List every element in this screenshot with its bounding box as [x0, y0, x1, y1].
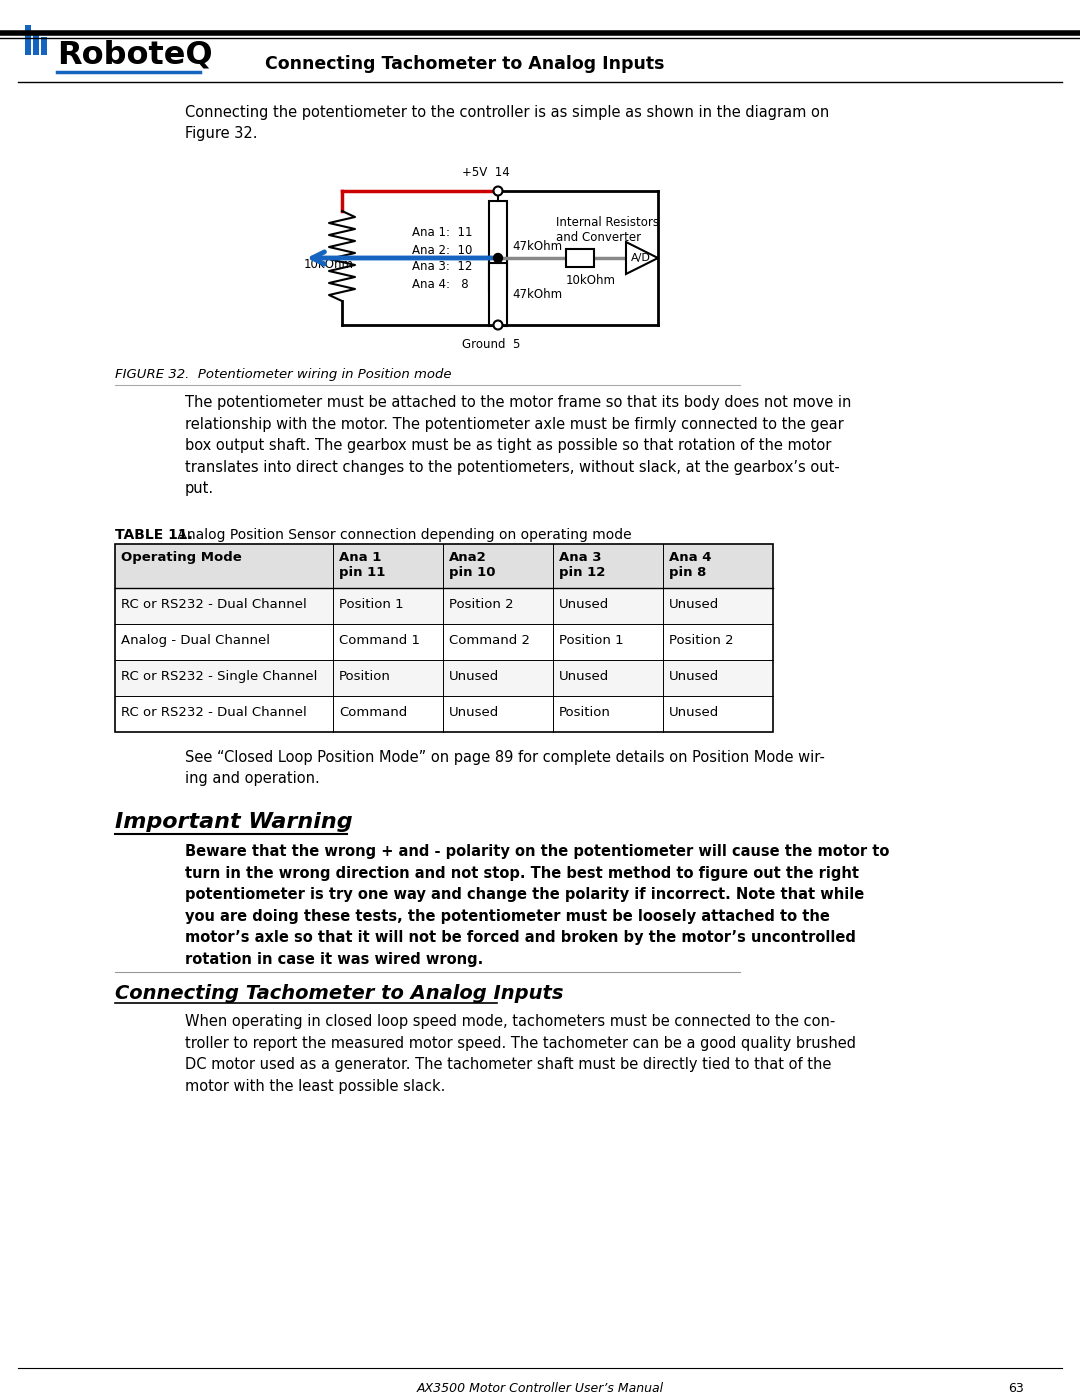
Text: 47kOhm: 47kOhm [512, 239, 562, 253]
Text: Command 2: Command 2 [449, 634, 530, 647]
Bar [25, 25, 30, 54]
Text: TABLE 11.: TABLE 11. [114, 528, 193, 542]
Text: Beware that the wrong + and - polarity on the potentiometer will cause the motor: Beware that the wrong + and - polarity o… [185, 844, 889, 967]
Text: Connecting Tachometer to Analog Inputs: Connecting Tachometer to Analog Inputs [265, 54, 664, 73]
Text: RC or RS232 - Single Channel: RC or RS232 - Single Channel [121, 671, 318, 683]
Polygon shape [626, 242, 658, 274]
Text: Unused: Unused [559, 671, 609, 683]
Text: Ground  5: Ground 5 [462, 338, 521, 351]
Text: pin 12: pin 12 [559, 566, 606, 578]
Text: pin 11: pin 11 [339, 566, 386, 578]
Text: Unused: Unused [669, 705, 719, 719]
Text: A/D: A/D [631, 253, 651, 263]
Bar [33, 31, 39, 54]
Text: AX3500 Motor Controller User’s Manual: AX3500 Motor Controller User’s Manual [417, 1382, 663, 1396]
Bar [114, 543, 773, 588]
Text: 63: 63 [1008, 1382, 1024, 1396]
Text: The potentiometer must be attached to the motor frame so that its body does not : The potentiometer must be attached to th… [185, 395, 851, 496]
Bar [41, 36, 46, 54]
Text: Position: Position [339, 671, 391, 683]
Text: Connecting Tachometer to Analog Inputs: Connecting Tachometer to Analog Inputs [114, 983, 564, 1003]
Text: Unused: Unused [449, 671, 499, 683]
Text: Ana 3: Ana 3 [559, 550, 602, 564]
Text: RoboteQ: RoboteQ [57, 39, 213, 70]
Text: Unused: Unused [559, 598, 609, 610]
Bar [114, 696, 773, 732]
Text: Position 1: Position 1 [339, 598, 404, 610]
Text: Unused: Unused [669, 671, 719, 683]
Text: Analog Position Sensor connection depending on operating mode: Analog Position Sensor connection depend… [173, 528, 632, 542]
Bar [489, 201, 507, 291]
Text: Ana2: Ana2 [449, 550, 487, 564]
Text: RC or RS232 - Dual Channel: RC or RS232 - Dual Channel [121, 705, 307, 719]
Text: Command 1: Command 1 [339, 634, 420, 647]
Text: When operating in closed loop speed mode, tachometers must be connected to the c: When operating in closed loop speed mode… [185, 1014, 856, 1094]
Text: Ana 1: Ana 1 [339, 550, 381, 564]
Text: Important Warning: Important Warning [114, 812, 353, 833]
Text: RC or RS232 - Dual Channel: RC or RS232 - Dual Channel [121, 598, 307, 610]
Text: Ana 4: Ana 4 [669, 550, 712, 564]
Text: Ana 3:  12: Ana 3: 12 [411, 260, 472, 274]
Text: Position: Position [559, 705, 611, 719]
Text: Position 2: Position 2 [449, 598, 514, 610]
Text: Position 1: Position 1 [559, 634, 623, 647]
Text: Internal Resistors: Internal Resistors [556, 217, 659, 229]
Text: Position 2: Position 2 [669, 634, 733, 647]
Circle shape [494, 253, 502, 263]
Text: 47kOhm: 47kOhm [512, 288, 562, 300]
Text: and Converter: and Converter [556, 231, 642, 244]
Text: See “Closed Loop Position Mode” on page 89 for complete details on Position Mode: See “Closed Loop Position Mode” on page … [185, 750, 825, 787]
Bar [114, 659, 773, 696]
Text: Analog - Dual Channel: Analog - Dual Channel [121, 634, 270, 647]
Bar [114, 543, 773, 732]
Text: Ana 2:  10: Ana 2: 10 [411, 243, 472, 257]
Text: Command: Command [339, 705, 407, 719]
Text: Connecting the potentiometer to the controller is as simple as shown in the diag: Connecting the potentiometer to the cont… [185, 105, 829, 141]
Circle shape [494, 320, 502, 330]
Bar [566, 249, 594, 267]
Bar [114, 588, 773, 624]
Text: Ana 1:  11: Ana 1: 11 [411, 226, 473, 239]
Text: 10kOhm: 10kOhm [303, 258, 354, 271]
Circle shape [494, 187, 502, 196]
Text: Operating Mode: Operating Mode [121, 550, 242, 564]
Text: Ana 4:   8: Ana 4: 8 [411, 278, 469, 291]
Bar [489, 263, 507, 326]
Text: FIGURE 32.  Potentiometer wiring in Position mode: FIGURE 32. Potentiometer wiring in Posit… [114, 367, 451, 381]
Text: Unused: Unused [449, 705, 499, 719]
Text: pin 10: pin 10 [449, 566, 496, 578]
Text: pin 8: pin 8 [669, 566, 706, 578]
Text: +5V  14: +5V 14 [462, 166, 510, 179]
Text: 10kOhm: 10kOhm [566, 274, 616, 286]
Bar [114, 624, 773, 659]
Text: Unused: Unused [669, 598, 719, 610]
